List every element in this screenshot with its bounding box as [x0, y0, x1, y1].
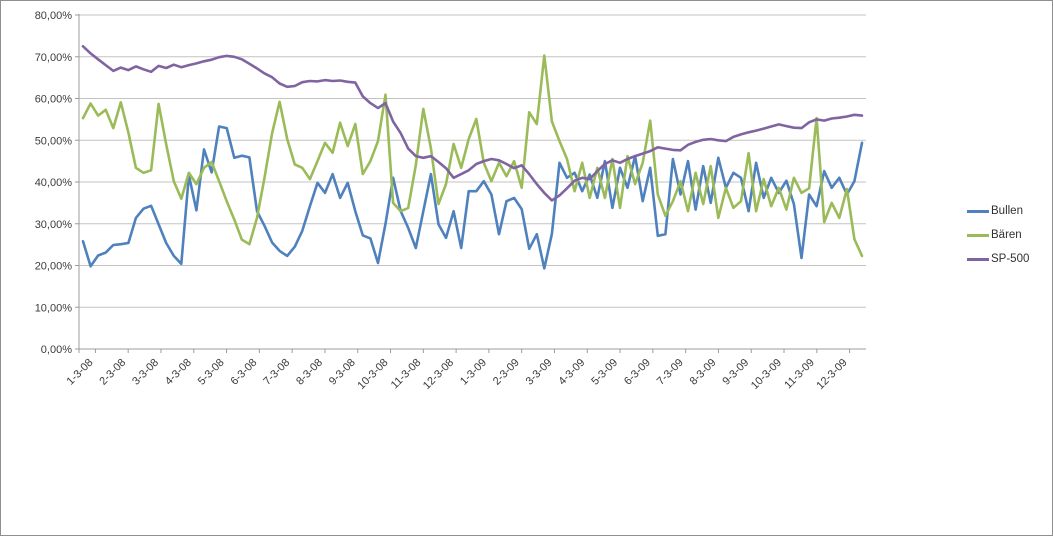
legend-item-sp500[interactable]: SP-500	[967, 247, 1052, 271]
x-axis-label: 12-3-09	[814, 357, 849, 392]
x-axis-label: 6-3-08	[229, 357, 260, 388]
x-axis-label: 3-3-09	[524, 357, 555, 388]
x-axis-label: 10-3-09	[749, 357, 784, 392]
legend-item-bullen[interactable]: Bullen	[967, 199, 1052, 223]
x-axis-label: 5-3-09	[589, 357, 620, 388]
x-axis-label: 9-3-08	[327, 357, 358, 388]
legend-item-baeren[interactable]: Bären	[967, 223, 1052, 247]
x-axis-label: 2-3-08	[97, 357, 128, 388]
x-axis-label: 1-3-09	[458, 357, 489, 388]
x-axis-label: 7-3-09	[655, 357, 686, 388]
x-axis-label: 6-3-09	[622, 357, 653, 388]
x-axis-label: 8-3-09	[688, 357, 719, 388]
x-axis-label: 3-3-08	[130, 357, 161, 388]
series-line-bullen[interactable]	[81, 125, 864, 270]
x-axis-label: 4-3-08	[163, 357, 194, 388]
y-axis-label: 70,00%	[35, 52, 73, 64]
x-axis-label: 11-3-09	[782, 357, 817, 392]
legend: Bullen Bären SP-500	[967, 199, 1052, 271]
x-axis-label: 7-3-08	[261, 357, 292, 388]
y-axis-label: 80,00%	[35, 10, 73, 22]
x-axis-label: 10-3-08	[355, 357, 390, 392]
x-axis-label: 11-3-08	[389, 357, 424, 392]
x-axis-label: 2-3-09	[491, 357, 522, 388]
x-axis-label: 4-3-09	[556, 357, 587, 388]
y-axis-label: 0,00%	[41, 344, 72, 356]
x-axis-label: 12-3-08	[421, 357, 456, 392]
bullen-line-swatch	[967, 209, 989, 213]
x-axis-label: 8-3-08	[294, 357, 325, 388]
legend-label-sp500: SP-500	[991, 253, 1030, 265]
y-axis-label: 60,00%	[35, 94, 73, 106]
x-axis-label: 9-3-09	[720, 357, 751, 388]
y-axis-label: 30,00%	[35, 219, 73, 231]
x-axis-label: 5-3-08	[196, 357, 227, 388]
sp500-line-swatch	[967, 257, 989, 261]
y-axis-label: 50,00%	[35, 135, 73, 147]
x-axis-label: 1-3-08	[65, 357, 96, 388]
baeren-line-swatch	[967, 233, 989, 237]
y-axis-label: 40,00%	[35, 177, 73, 189]
series-line-sp500[interactable]	[81, 44, 864, 202]
legend-label-baeren: Bären	[991, 229, 1022, 241]
legend-label-bullen: Bullen	[991, 205, 1023, 217]
series-line-bren[interactable]	[81, 54, 864, 258]
y-axis-label: 20,00%	[35, 261, 73, 273]
y-axis-label: 10,00%	[35, 302, 73, 314]
